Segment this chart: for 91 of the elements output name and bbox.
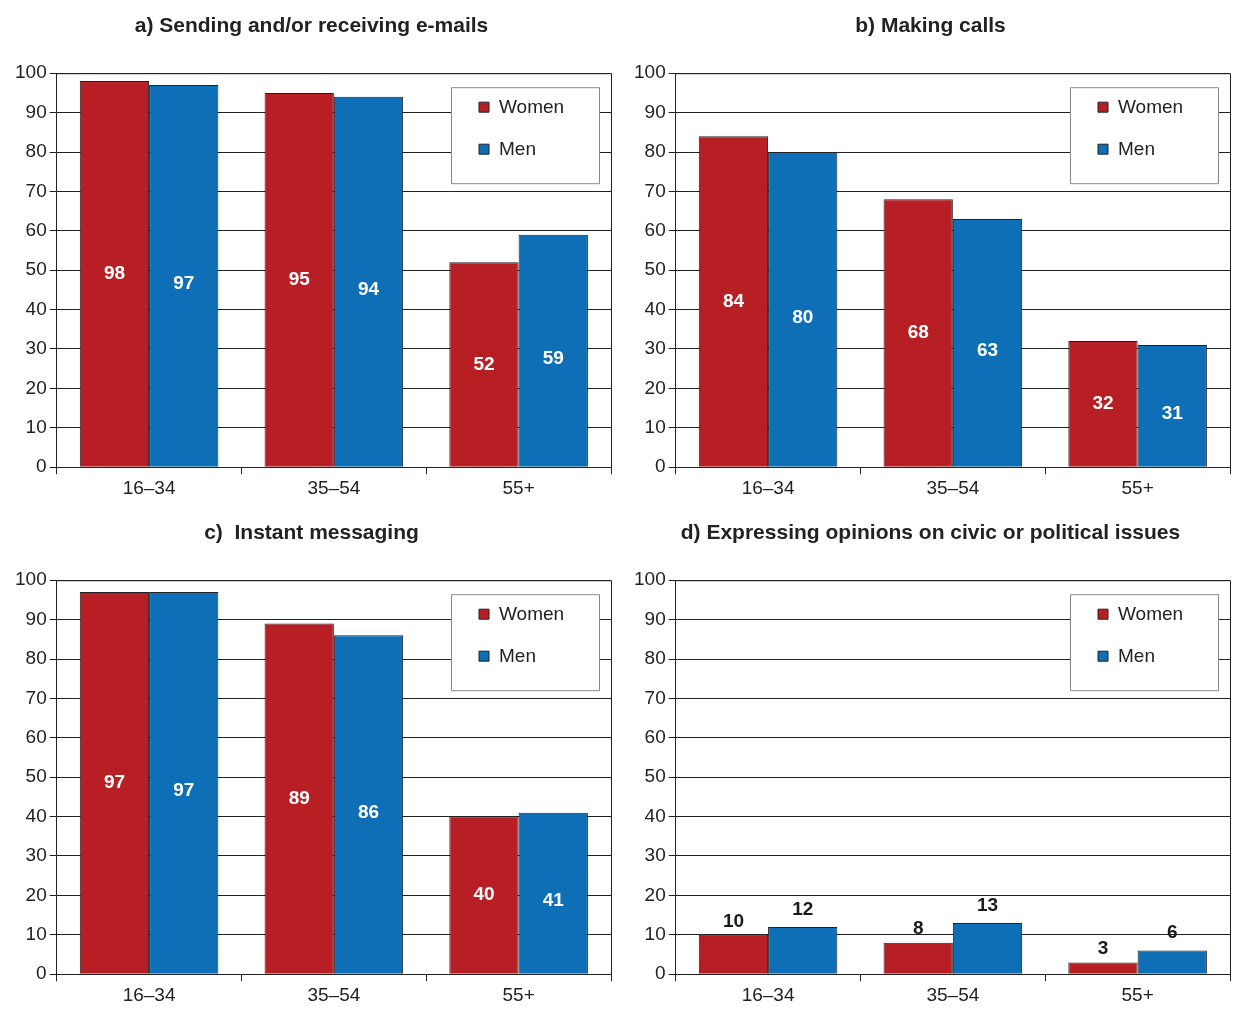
data-label: 31 <box>1161 402 1184 424</box>
x-tick-label: 55+ <box>1121 476 1154 498</box>
y-tick-label: 10 <box>25 923 47 945</box>
y-tick-label: 20 <box>25 883 47 905</box>
y-tick-label: 100 <box>634 61 666 83</box>
data-label: 98 <box>103 262 126 284</box>
x-tick-label: 16–34 <box>741 476 795 498</box>
legend-label: Men <box>1118 645 1155 667</box>
x-tick-label: 35–54 <box>307 983 361 1005</box>
y-tick-label: 60 <box>644 726 666 748</box>
y-tick-label: 100 <box>15 61 47 83</box>
y-tick-label: 80 <box>25 140 47 162</box>
data-label: 97 <box>173 779 195 801</box>
y-tick-label: 0 <box>36 962 47 984</box>
y-tick-label: 100 <box>15 568 47 590</box>
y-tick-label: 60 <box>644 219 666 241</box>
data-label: 13 <box>976 893 999 915</box>
legend-label: Men <box>1118 138 1155 160</box>
x-tick-label: 35–54 <box>307 476 361 498</box>
y-tick-label: 50 <box>644 765 666 787</box>
x-tick-label: 16–34 <box>122 476 176 498</box>
y-tick-label: 40 <box>25 804 47 826</box>
y-tick-label: 50 <box>25 765 47 787</box>
y-tick-label: 80 <box>644 140 666 162</box>
y-tick-label: 40 <box>644 804 666 826</box>
y-tick-label: 70 <box>25 686 47 708</box>
data-label: 63 <box>976 339 999 361</box>
y-tick-label: 30 <box>25 337 47 359</box>
y-tick-label: 10 <box>644 416 666 438</box>
y-tick-label: 40 <box>644 297 666 319</box>
y-tick-label: 90 <box>25 100 47 122</box>
x-tick-label: 55+ <box>502 983 535 1005</box>
data-label: 95 <box>288 268 311 290</box>
y-tick-label: 50 <box>25 258 47 280</box>
x-tick-label: 55+ <box>1121 983 1154 1005</box>
data-label: 40 <box>473 883 495 905</box>
legend-label: Women <box>499 96 565 118</box>
y-tick-label: 0 <box>36 455 47 477</box>
chart-title: c) Instant messaging <box>204 520 419 544</box>
data-label: 97 <box>103 771 126 793</box>
y-tick-label: 20 <box>644 376 666 398</box>
x-tick-label: 35–54 <box>926 476 980 498</box>
y-tick-label: 70 <box>644 179 666 201</box>
data-label: 59 <box>542 346 564 368</box>
x-tick-label: 16–34 <box>741 983 795 1005</box>
y-tick-label: 0 <box>655 455 666 477</box>
x-tick-label: 35–54 <box>926 983 980 1005</box>
legend-label: Women <box>1118 603 1184 625</box>
y-tick-label: 60 <box>25 726 47 748</box>
data-label: 80 <box>792 305 814 327</box>
data-label: 41 <box>542 889 565 911</box>
y-tick-label: 30 <box>25 844 47 866</box>
y-tick-label: 70 <box>644 686 666 708</box>
y-tick-label: 60 <box>25 219 47 241</box>
legend-label: Men <box>499 645 536 667</box>
y-tick-label: 80 <box>644 647 666 669</box>
y-tick-label: 10 <box>25 416 47 438</box>
chart-title: b) Making calls <box>855 13 1006 37</box>
data-label: 12 <box>792 897 814 919</box>
data-label: 97 <box>173 272 195 294</box>
data-label: 10 <box>722 909 745 931</box>
legend-label: Women <box>1118 96 1184 118</box>
chart-title: d) Expressing opinions on civic or political issues <box>680 520 1181 544</box>
x-tick-label: 16–34 <box>122 983 176 1005</box>
data-label: 89 <box>288 786 310 808</box>
y-tick-label: 70 <box>25 179 47 201</box>
y-tick-label: 20 <box>25 376 47 398</box>
y-tick-label: 10 <box>644 923 666 945</box>
y-tick-label: 20 <box>644 883 666 905</box>
data-label: 3 <box>1097 937 1109 959</box>
chart-title: a) Sending and/or receiving e-mails <box>134 13 489 37</box>
y-tick-label: 80 <box>25 647 47 669</box>
y-tick-label: 90 <box>25 607 47 629</box>
y-tick-label: 90 <box>644 100 666 122</box>
data-label: 84 <box>722 289 745 311</box>
data-label: 52 <box>473 352 495 374</box>
data-label: 32 <box>1092 392 1114 414</box>
y-tick-label: 30 <box>644 844 666 866</box>
y-tick-label: 50 <box>644 258 666 280</box>
data-label: 94 <box>357 278 380 299</box>
legend-label: Men <box>499 138 536 160</box>
y-tick-label: 90 <box>644 607 666 629</box>
data-label: 86 <box>357 800 380 822</box>
y-tick-label: 0 <box>655 962 666 984</box>
legend-label: Women <box>499 603 565 625</box>
data-label: 68 <box>907 321 929 343</box>
y-tick-label: 100 <box>634 568 666 590</box>
data-label: 8 <box>912 917 924 939</box>
y-tick-label: 30 <box>644 337 666 359</box>
y-tick-label: 40 <box>25 297 47 319</box>
x-tick-label: 55+ <box>502 476 535 498</box>
